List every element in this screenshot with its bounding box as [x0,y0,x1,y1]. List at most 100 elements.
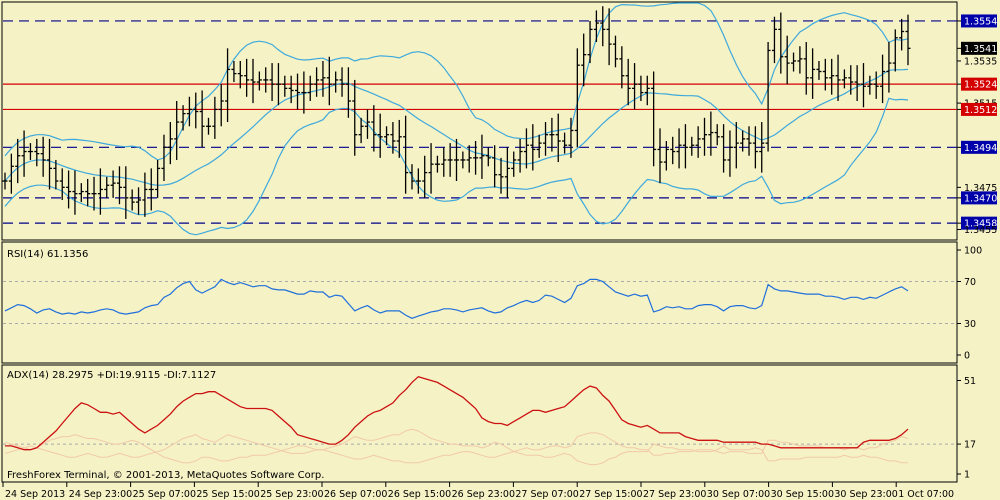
rsi-panel-frame [1,241,958,364]
adx-panel[interactable]: ADX(14) 28.2975 +DI:19.9115 -DI:7.1127 5… [1,364,976,483]
price-tag-label: 1.3554 [964,16,997,27]
ohlc-bar [543,122,549,156]
ohlc-bar [727,130,733,177]
ohlc-bar [816,60,822,80]
time-tick-label: 26 Sep 23:00 [452,489,515,500]
ohlc-bar [644,75,650,106]
time-tick-label: 25 Sep 07:00 [133,489,196,500]
ohlc-bar [682,124,688,169]
ohlc-bar [784,35,790,85]
ohlc-bar [428,143,434,194]
time-tick-label: 25 Sep 23:00 [260,489,323,500]
ohlc-bar [212,96,218,139]
rsi-plot [3,278,957,324]
ohlc-bar [765,42,771,152]
ohlc-bar [752,126,758,169]
ohlc-bar [854,65,860,101]
ohlc-bar [186,96,192,127]
ohlc-bar [441,147,447,177]
ohlc-bar [250,58,256,104]
ohlc-bar [721,124,727,173]
ohlc-bar [409,164,415,190]
ohlc-bar [803,42,809,95]
adx-tick-label: 1 [964,470,970,481]
ohlc-bar [390,122,396,154]
ohlc-bar [282,75,288,97]
ohlc-bar [377,113,383,158]
ohlc-bar [714,124,720,146]
ohlc-bar [466,145,472,173]
time-tick-label: 30 Sep 07:00 [707,489,770,500]
ohlc-bar [205,117,211,135]
adx-tick-label: 17 [964,440,976,451]
band-lower [4,97,909,236]
ohlc-bar [498,157,504,194]
ohlc-bar [676,128,682,169]
ohlc-bar [110,170,116,198]
price-tag-label: 1.3494 [964,143,997,154]
ohlc-bar [275,63,281,106]
ohlc-bar [78,183,84,203]
ohlc-bar [218,84,224,127]
price-tick-label: 1.3475 [964,183,997,194]
ohlc-bar [2,172,8,190]
ohlc-bar [384,126,390,146]
ohlc-bar [364,109,370,139]
ohlc-bar [549,117,555,152]
adx-plot [3,375,957,466]
ohlc-bar [161,134,167,182]
ohlc-bar [822,58,828,91]
band-upper [4,2,909,161]
ohlc-bar [21,130,27,177]
ohlc-bar [148,168,154,211]
ohlc-bar [269,63,275,101]
ohlc-bar [860,63,866,108]
ohlc-bar [129,189,135,211]
price-tag-box [961,216,997,230]
price-bars [2,6,911,219]
price-panel[interactable]: 1.35541.35411.35351.35241.35151.35121.34… [1,1,997,241]
ohlc-bar [8,153,14,194]
ohlc-bar [59,168,65,200]
ohlc-bar [651,71,657,167]
ohlc-bar [892,29,898,72]
ohlc-bar [167,122,173,165]
ohlc-bar [104,176,110,198]
ohlc-bar [301,71,307,114]
ohlc-bar [523,128,529,169]
ohlc-bar [295,73,301,110]
price-tag-label: 1.3458 [964,219,997,230]
ohlc-bar [123,166,129,219]
ohlc-bar [574,48,580,148]
price-tag-label: 1.3470 [964,193,997,204]
price-tag-label: 1.3512 [964,105,997,116]
price-tag-box [961,77,997,91]
ohlc-bar [740,130,746,152]
ohlc-bar [72,170,78,215]
ohlc-bar [27,143,33,160]
ohlc-bar [612,35,618,68]
ohlc-bar [771,16,777,64]
ohlc-bar [237,60,243,89]
rsi-panel[interactable]: RSI(14) 61.1356 100 70 30 0 [1,241,982,364]
ohlc-bar [593,10,599,43]
ohlc-bar [358,117,364,144]
ohlc-bar [15,138,21,184]
time-tick-label: 30 Sep 15:00 [771,489,834,500]
rsi-axis: 100 70 30 0 [957,246,982,362]
ohlc-bar [778,12,784,74]
ohlc-bar [689,136,695,156]
rsi-tick-label: 0 [964,351,970,362]
ohlc-bar [867,75,873,95]
time-tick-label: 26 Sep 15:00 [388,489,451,500]
price-tag-box [961,14,997,28]
rsi-tick-label: 70 [964,277,976,288]
rsi-tick-label: 30 [964,319,976,330]
ohlc-bar [180,105,186,131]
ohlc-bar [288,75,294,104]
ohlc-bar [97,168,103,215]
ohlc-bar [352,79,358,156]
ohlc-bar [587,20,593,64]
time-tick-label: 27 Sep 07:00 [515,489,578,500]
